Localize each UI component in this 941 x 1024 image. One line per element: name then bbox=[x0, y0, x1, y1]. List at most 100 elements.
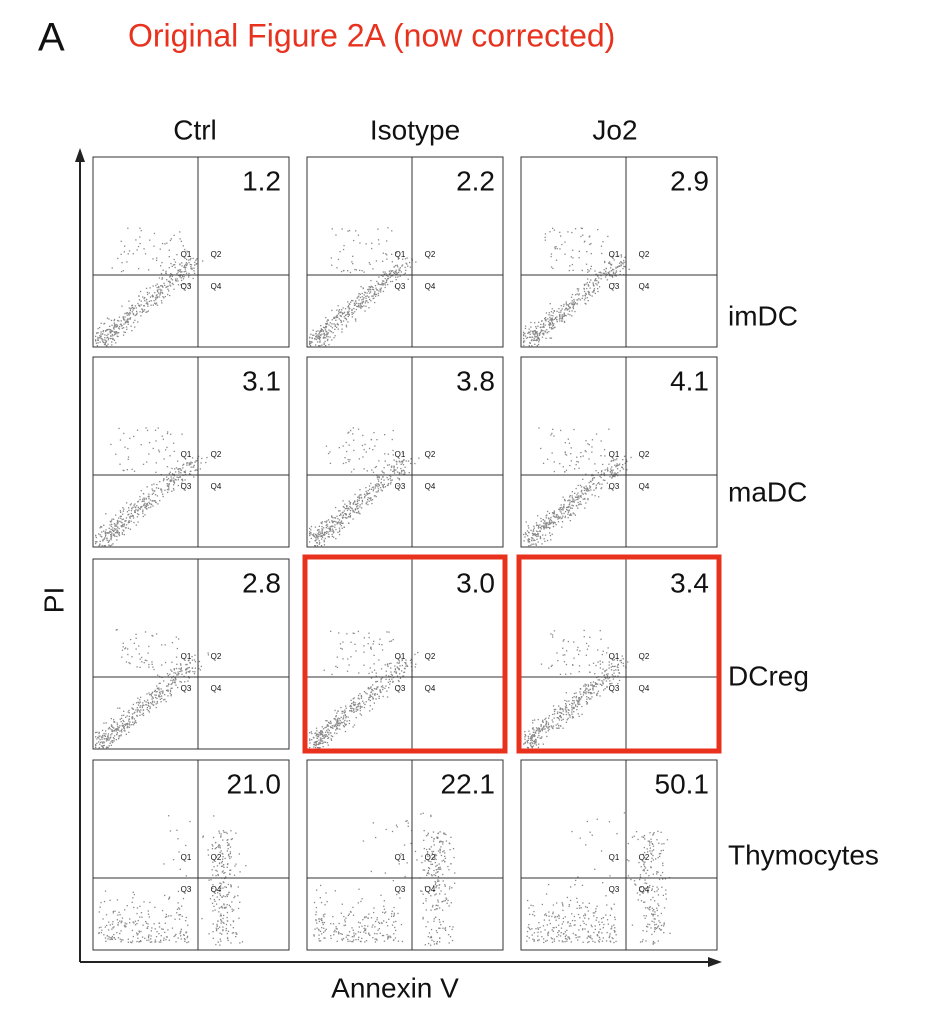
event-dot bbox=[143, 305, 145, 307]
event-dot bbox=[593, 692, 595, 694]
event-dot bbox=[335, 521, 337, 523]
event-dot bbox=[572, 306, 574, 309]
event-dot bbox=[327, 731, 329, 733]
event-dot bbox=[310, 537, 312, 540]
event-dot bbox=[578, 671, 580, 673]
event-dot bbox=[543, 526, 545, 529]
event-dot bbox=[384, 872, 386, 874]
event-dot bbox=[148, 692, 150, 694]
event-dot bbox=[142, 500, 144, 502]
event-dot bbox=[128, 318, 130, 320]
event-dot bbox=[156, 291, 159, 293]
event-dot bbox=[538, 732, 540, 734]
event-dot bbox=[396, 666, 398, 668]
event-dot bbox=[183, 471, 186, 473]
event-dot bbox=[185, 916, 187, 919]
event-dot bbox=[579, 484, 582, 486]
event-dot bbox=[128, 712, 130, 714]
event-dot bbox=[587, 300, 589, 302]
event-dot bbox=[111, 544, 113, 546]
event-dot bbox=[321, 531, 323, 533]
event-dot bbox=[328, 733, 330, 736]
event-dot bbox=[347, 507, 349, 509]
event-dot bbox=[336, 712, 338, 714]
event-dot bbox=[158, 922, 160, 924]
event-dot bbox=[396, 675, 399, 677]
event-dot bbox=[110, 319, 113, 322]
event-dot bbox=[112, 927, 114, 929]
event-dot bbox=[597, 281, 600, 283]
event-dot bbox=[136, 312, 138, 314]
event-dot bbox=[609, 274, 611, 277]
event-dot bbox=[572, 498, 574, 500]
event-dot bbox=[384, 434, 386, 436]
event-dot bbox=[372, 295, 374, 297]
event-dot bbox=[384, 486, 387, 488]
event-dot bbox=[573, 428, 575, 431]
event-dot bbox=[560, 712, 562, 714]
event-dot bbox=[542, 330, 544, 332]
event-dot bbox=[584, 690, 586, 692]
event-dot bbox=[95, 535, 97, 537]
event-dot bbox=[531, 345, 533, 347]
event-dot bbox=[420, 813, 422, 815]
event-dot bbox=[448, 905, 450, 907]
event-dot bbox=[588, 458, 590, 460]
event-dot bbox=[95, 541, 97, 543]
event-dot bbox=[566, 506, 568, 508]
event-dot bbox=[97, 339, 99, 341]
event-dot bbox=[138, 645, 140, 647]
event-dot bbox=[315, 919, 317, 921]
event-dot bbox=[216, 896, 218, 898]
event-dot bbox=[169, 284, 171, 286]
event-dot bbox=[157, 674, 159, 676]
event-dot bbox=[594, 270, 596, 272]
event-dot bbox=[562, 640, 564, 642]
event-dot bbox=[556, 310, 558, 312]
event-dot bbox=[189, 259, 191, 261]
event-dot bbox=[547, 722, 550, 724]
event-dot bbox=[181, 915, 183, 917]
event-dot bbox=[410, 842, 412, 845]
event-dot bbox=[597, 229, 599, 231]
event-dot bbox=[545, 522, 547, 525]
event-dot bbox=[576, 706, 578, 708]
event-dot bbox=[369, 488, 371, 490]
event-dot bbox=[613, 283, 615, 285]
event-dot bbox=[571, 497, 573, 499]
event-dot bbox=[96, 541, 98, 543]
event-dot bbox=[133, 521, 135, 524]
event-dot bbox=[402, 473, 404, 475]
event-dot bbox=[347, 270, 349, 272]
event-dot bbox=[113, 730, 115, 732]
event-dot bbox=[111, 938, 113, 940]
event-dot bbox=[343, 269, 345, 272]
event-dot bbox=[362, 919, 364, 921]
event-dot bbox=[316, 740, 318, 742]
event-dot bbox=[525, 521, 527, 523]
event-dot bbox=[120, 320, 122, 322]
event-dot bbox=[321, 521, 323, 523]
event-dot bbox=[159, 481, 161, 483]
event-dot bbox=[168, 472, 170, 475]
event-dot bbox=[375, 688, 378, 690]
event-dot bbox=[169, 690, 172, 693]
event-dot bbox=[164, 694, 166, 696]
event-dot bbox=[345, 324, 347, 326]
event-dot bbox=[161, 285, 164, 287]
event-dot bbox=[608, 661, 610, 663]
event-dot bbox=[329, 462, 332, 464]
event-dot bbox=[559, 248, 561, 250]
event-dot bbox=[590, 693, 592, 695]
event-dot bbox=[95, 746, 97, 749]
event-dot bbox=[390, 936, 392, 938]
event-dot bbox=[110, 331, 112, 333]
event-dot bbox=[557, 518, 559, 520]
event-dot bbox=[126, 715, 128, 717]
event-dot bbox=[343, 725, 345, 728]
event-dot bbox=[550, 311, 553, 313]
event-dot bbox=[317, 337, 319, 340]
event-dot bbox=[588, 444, 590, 446]
event-dot bbox=[386, 664, 389, 666]
event-dot bbox=[529, 342, 531, 344]
